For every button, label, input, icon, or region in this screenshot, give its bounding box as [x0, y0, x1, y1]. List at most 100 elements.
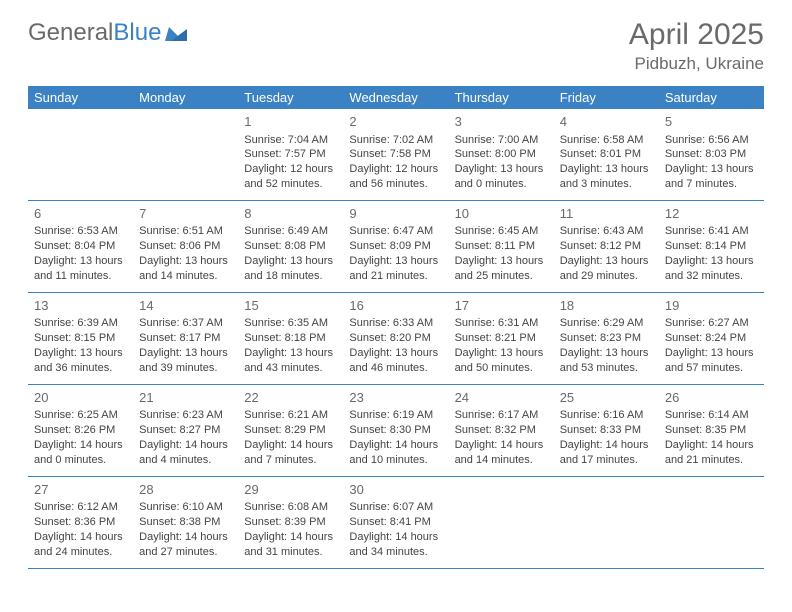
cell-date: 2: [349, 113, 442, 131]
day-header: Thursday: [449, 86, 554, 109]
cell-daylight: Daylight: 12 hours and 52 minutes.: [244, 162, 337, 192]
cell-sunrise: Sunrise: 7:02 AM: [349, 133, 442, 148]
cell-sunrise: Sunrise: 6:35 AM: [244, 316, 337, 331]
cell-daylight: Daylight: 13 hours and 43 minutes.: [244, 346, 337, 376]
cell-date: 24: [455, 389, 548, 407]
cell-daylight: Daylight: 13 hours and 53 minutes.: [560, 346, 653, 376]
cell-sunset: Sunset: 8:30 PM: [349, 423, 442, 438]
cell-sunrise: Sunrise: 6:17 AM: [455, 408, 548, 423]
cell-date: 30: [349, 481, 442, 499]
cell-sunrise: Sunrise: 6:43 AM: [560, 224, 653, 239]
day-cell: 8Sunrise: 6:49 AMSunset: 8:08 PMDaylight…: [238, 201, 343, 292]
cell-sunset: Sunset: 7:57 PM: [244, 147, 337, 162]
day-cell: 17Sunrise: 6:31 AMSunset: 8:21 PMDayligh…: [449, 293, 554, 384]
cell-date: 4: [560, 113, 653, 131]
day-header: Sunday: [28, 86, 133, 109]
cell-sunset: Sunset: 8:12 PM: [560, 239, 653, 254]
day-cell: 22Sunrise: 6:21 AMSunset: 8:29 PMDayligh…: [238, 385, 343, 476]
cell-daylight: Daylight: 14 hours and 10 minutes.: [349, 438, 442, 468]
cell-date: 17: [455, 297, 548, 315]
cell-sunset: Sunset: 8:00 PM: [455, 147, 548, 162]
cell-date: 7: [139, 205, 232, 223]
day-cell: 20Sunrise: 6:25 AMSunset: 8:26 PMDayligh…: [28, 385, 133, 476]
cell-sunrise: Sunrise: 6:37 AM: [139, 316, 232, 331]
day-headers: SundayMondayTuesdayWednesdayThursdayFrid…: [28, 86, 764, 109]
cell-daylight: Daylight: 13 hours and 0 minutes.: [455, 162, 548, 192]
cell-sunrise: Sunrise: 6:51 AM: [139, 224, 232, 239]
week-row: 20Sunrise: 6:25 AMSunset: 8:26 PMDayligh…: [28, 385, 764, 477]
cell-sunrise: Sunrise: 6:27 AM: [665, 316, 758, 331]
cell-sunrise: Sunrise: 6:07 AM: [349, 500, 442, 515]
day-cell: 25Sunrise: 6:16 AMSunset: 8:33 PMDayligh…: [554, 385, 659, 476]
cell-date: 20: [34, 389, 127, 407]
cell-daylight: Daylight: 13 hours and 25 minutes.: [455, 254, 548, 284]
logo: GeneralBlue: [28, 18, 187, 48]
cell-sunset: Sunset: 8:27 PM: [139, 423, 232, 438]
day-header: Wednesday: [343, 86, 448, 109]
cell-daylight: Daylight: 13 hours and 57 minutes.: [665, 346, 758, 376]
header: GeneralBlue April 2025 Pidbuzh, Ukraine: [28, 18, 764, 74]
cell-sunset: Sunset: 8:01 PM: [560, 147, 653, 162]
cell-sunrise: Sunrise: 6:12 AM: [34, 500, 127, 515]
cell-date: 6: [34, 205, 127, 223]
week-row: 27Sunrise: 6:12 AMSunset: 8:36 PMDayligh…: [28, 477, 764, 569]
day-cell: 27Sunrise: 6:12 AMSunset: 8:36 PMDayligh…: [28, 477, 133, 568]
day-header: Monday: [133, 86, 238, 109]
cell-date: 18: [560, 297, 653, 315]
cell-daylight: Daylight: 13 hours and 39 minutes.: [139, 346, 232, 376]
day-header: Tuesday: [238, 86, 343, 109]
cell-sunset: Sunset: 8:15 PM: [34, 331, 127, 346]
cell-sunset: Sunset: 8:11 PM: [455, 239, 548, 254]
cell-daylight: Daylight: 14 hours and 21 minutes.: [665, 438, 758, 468]
cell-sunrise: Sunrise: 6:21 AM: [244, 408, 337, 423]
calendar: SundayMondayTuesdayWednesdayThursdayFrid…: [28, 86, 764, 569]
cell-daylight: Daylight: 13 hours and 14 minutes.: [139, 254, 232, 284]
cell-date: 3: [455, 113, 548, 131]
day-cell: 23Sunrise: 6:19 AMSunset: 8:30 PMDayligh…: [343, 385, 448, 476]
cell-date: 1: [244, 113, 337, 131]
triangle-icon: [165, 20, 187, 48]
cell-sunset: Sunset: 8:24 PM: [665, 331, 758, 346]
cell-sunset: Sunset: 8:41 PM: [349, 515, 442, 530]
cell-daylight: Daylight: 13 hours and 46 minutes.: [349, 346, 442, 376]
cell-sunset: Sunset: 8:14 PM: [665, 239, 758, 254]
cell-date: 26: [665, 389, 758, 407]
day-cell: 11Sunrise: 6:43 AMSunset: 8:12 PMDayligh…: [554, 201, 659, 292]
empty-cell: [659, 477, 764, 568]
cell-date: 29: [244, 481, 337, 499]
logo-text-2: Blue: [113, 19, 161, 47]
cell-date: 27: [34, 481, 127, 499]
cell-date: 5: [665, 113, 758, 131]
cell-daylight: Daylight: 13 hours and 18 minutes.: [244, 254, 337, 284]
cell-sunrise: Sunrise: 6:23 AM: [139, 408, 232, 423]
cell-daylight: Daylight: 12 hours and 56 minutes.: [349, 162, 442, 192]
month-title: April 2025: [629, 18, 764, 52]
cell-date: 16: [349, 297, 442, 315]
cell-daylight: Daylight: 14 hours and 4 minutes.: [139, 438, 232, 468]
day-cell: 15Sunrise: 6:35 AMSunset: 8:18 PMDayligh…: [238, 293, 343, 384]
day-cell: 6Sunrise: 6:53 AMSunset: 8:04 PMDaylight…: [28, 201, 133, 292]
day-cell: 26Sunrise: 6:14 AMSunset: 8:35 PMDayligh…: [659, 385, 764, 476]
cell-sunset: Sunset: 8:23 PM: [560, 331, 653, 346]
header-right: April 2025 Pidbuzh, Ukraine: [629, 18, 764, 74]
cell-sunset: Sunset: 8:21 PM: [455, 331, 548, 346]
cell-date: 25: [560, 389, 653, 407]
empty-cell: [133, 109, 238, 200]
cell-date: 13: [34, 297, 127, 315]
day-cell: 19Sunrise: 6:27 AMSunset: 8:24 PMDayligh…: [659, 293, 764, 384]
cell-date: 23: [349, 389, 442, 407]
empty-cell: [554, 477, 659, 568]
day-cell: 7Sunrise: 6:51 AMSunset: 8:06 PMDaylight…: [133, 201, 238, 292]
cell-sunset: Sunset: 8:09 PM: [349, 239, 442, 254]
day-cell: 5Sunrise: 6:56 AMSunset: 8:03 PMDaylight…: [659, 109, 764, 200]
cell-sunrise: Sunrise: 7:04 AM: [244, 133, 337, 148]
cell-date: 15: [244, 297, 337, 315]
cell-sunrise: Sunrise: 6:56 AM: [665, 133, 758, 148]
cell-sunset: Sunset: 8:29 PM: [244, 423, 337, 438]
day-cell: 1 Sunrise: 7:04 AMSunset: 7:57 PMDaylight…: [238, 109, 343, 200]
week-row: 13Sunrise: 6:39 AMSunset: 8:15 PMDayligh…: [28, 293, 764, 385]
cell-date: 11: [560, 205, 653, 223]
cell-sunrise: Sunrise: 6:14 AM: [665, 408, 758, 423]
cell-sunset: Sunset: 8:08 PM: [244, 239, 337, 254]
cell-date: 28: [139, 481, 232, 499]
